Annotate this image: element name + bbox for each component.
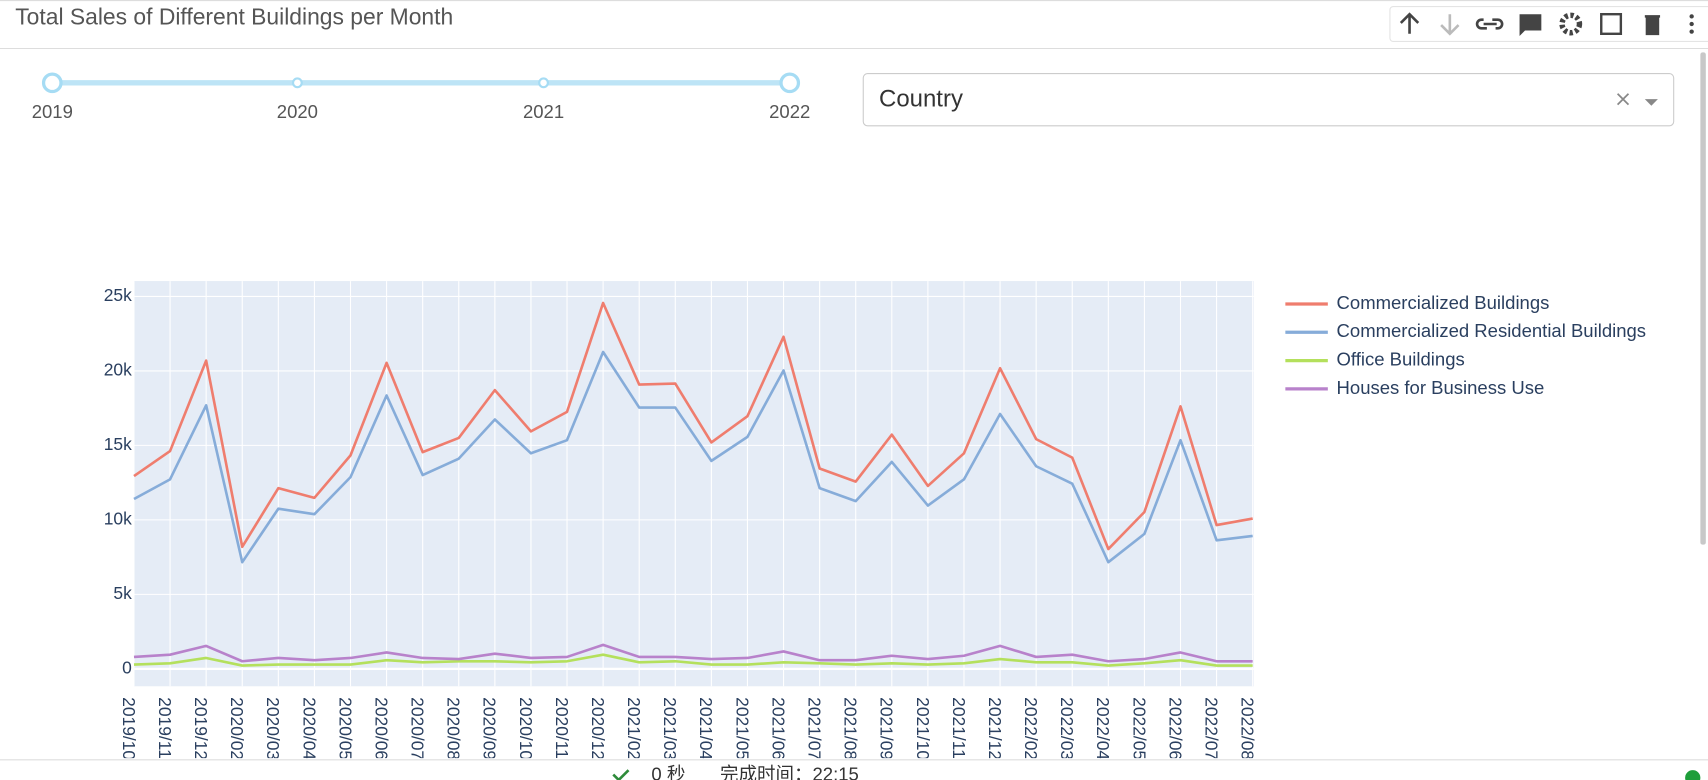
slider-dot — [538, 77, 549, 89]
x-tick-label: 2021/06 — [768, 697, 788, 760]
copy-icon[interactable] — [1600, 12, 1623, 36]
x-tick-label: 2021/05 — [732, 697, 752, 760]
y-tick-label: 20k — [104, 360, 132, 380]
series-line — [133, 350, 1253, 564]
x-tick-label: 2020/12 — [588, 697, 608, 760]
x-tick-label: 2020/10 — [516, 697, 536, 760]
x-tick-label: 2021/12 — [985, 697, 1005, 760]
legend-label: Commercialized Residential Buildings — [1337, 320, 1646, 341]
x-tick-label: 2019/11 — [155, 697, 175, 759]
clear-icon[interactable] — [1616, 93, 1630, 106]
finish-time: 完成时间：22:15 — [720, 763, 859, 780]
plot-area — [133, 281, 1254, 687]
legend-label: Commercialized Buildings — [1337, 292, 1550, 313]
x-tick-label: 2020/07 — [408, 697, 428, 760]
x-tick-label: 2020/03 — [263, 697, 283, 760]
x-tick-label: 2020/06 — [371, 697, 391, 760]
status-bar — [0, 759, 1708, 780]
settings-icon[interactable] — [1559, 12, 1583, 36]
slider-dot — [291, 77, 303, 89]
x-tick-label: 2022/05 — [1129, 697, 1149, 760]
x-tick-label: 2021/03 — [660, 697, 680, 760]
move-down-icon[interactable] — [1440, 14, 1460, 36]
dropdown-placeholder: Country — [879, 86, 963, 113]
check-icon — [612, 769, 630, 780]
slider-label: 2021 — [523, 101, 564, 122]
delete-icon[interactable] — [1644, 15, 1661, 36]
slider-label: 2022 — [769, 101, 810, 122]
slider-handle[interactable] — [779, 72, 801, 94]
series-line — [133, 653, 1253, 667]
y-tick-label: 0 — [122, 657, 132, 677]
x-tick-label: 2022/04 — [1093, 697, 1113, 760]
x-tick-label: 2022/07 — [1201, 697, 1221, 760]
y-tick-label: 15k — [104, 434, 132, 454]
x-tick-label: 2020/04 — [299, 697, 319, 760]
y-tick-label: 25k — [104, 285, 132, 305]
link-icon[interactable] — [1475, 18, 1504, 30]
x-tick-label: 2021/04 — [696, 697, 716, 760]
country-dropdown[interactable]: Country — [862, 73, 1675, 127]
more-icon[interactable] — [1689, 14, 1694, 34]
scrollbar — [1700, 52, 1706, 545]
year-slider[interactable]: 2019 2020 2021 2022 — [32, 72, 811, 122]
x-tick-label: 2022/03 — [1057, 697, 1077, 760]
move-up-icon[interactable] — [1399, 12, 1420, 34]
x-tick-label: 2022/02 — [1021, 697, 1041, 760]
series-line — [133, 301, 1253, 551]
x-tick-label: 2019/12 — [191, 697, 211, 760]
panel-title: Total Sales of Different Buildings per M… — [15, 4, 453, 30]
x-tick-label: 2020/05 — [335, 697, 355, 760]
x-tick-label: 2021/10 — [913, 697, 933, 760]
y-tick-label: 5k — [113, 583, 132, 603]
legend-label: Office Buildings — [1337, 348, 1465, 369]
x-tick-label: 2021/11 — [949, 697, 969, 759]
toolbar-bg — [1389, 6, 1708, 42]
elapsed-time: 0 秒 — [651, 763, 685, 780]
x-tick-label: 2020/11 — [552, 697, 572, 759]
legend-label: Houses for Business Use — [1337, 377, 1545, 398]
x-tick-label: 2021/09 — [877, 697, 897, 760]
x-tick-label: 2020/02 — [227, 697, 247, 760]
slider-handle[interactable] — [41, 72, 63, 94]
x-tick-label: 2022/06 — [1165, 697, 1185, 760]
slider-label: 2020 — [277, 101, 318, 122]
x-tick-label: 2020/08 — [444, 697, 464, 760]
x-tick-label: 2020/09 — [480, 697, 500, 760]
x-axis: 2019/10 2019/11 2019/12 2020/02 2020/03 2020/… — [119, 697, 1258, 760]
x-tick-label: 2019/10 — [119, 697, 139, 760]
chart: 0 5k 10k 15k 20k 25k Commercialized Buildings C… — [104, 281, 1646, 687]
comment-icon[interactable] — [1519, 14, 1542, 36]
status-dot — [1685, 770, 1701, 780]
y-tick-label: 10k — [104, 508, 132, 528]
x-tick-label: 2022/08 — [1238, 697, 1258, 760]
status: 0 秒 完成时间：22:15 — [612, 763, 1701, 780]
x-tick-label: 2021/02 — [624, 697, 644, 760]
dropdown-box[interactable] — [862, 73, 1675, 127]
x-tick-label: 2021/07 — [804, 697, 824, 760]
slider-label: 2019 — [32, 101, 73, 122]
toolbar — [1389, 6, 1708, 42]
series-line — [133, 643, 1253, 663]
dropdown-arrow[interactable] — [1644, 99, 1658, 106]
x-tick-label: 2021/08 — [841, 697, 861, 760]
